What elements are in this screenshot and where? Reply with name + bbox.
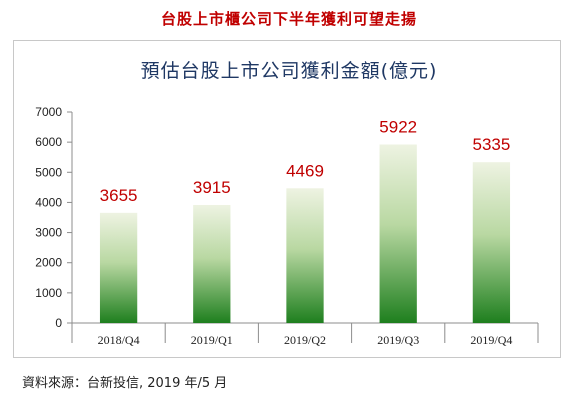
x-tick-label: 2019/Q1 xyxy=(191,333,233,347)
y-axis: 0 1000 2000 3000 4000 5000 6000 7000 xyxy=(35,105,73,330)
bars xyxy=(99,144,511,323)
bar-2019/Q3 xyxy=(379,144,417,323)
x-tick-label: 2019/Q4 xyxy=(470,333,512,347)
value-label: 5922 xyxy=(379,117,417,136)
value-labels: 3655 3915 4469 5922 5335 xyxy=(100,117,511,204)
x-tick-label: 2018/Q4 xyxy=(98,333,140,347)
value-label: 5335 xyxy=(472,135,510,154)
bar-2019/Q4 xyxy=(472,162,511,323)
value-label: 4469 xyxy=(286,161,324,180)
y-tick-label: 0 xyxy=(55,316,62,330)
bar-2018/Q4 xyxy=(99,212,138,323)
headline: 台股上市櫃公司下半年獲利可望走揚 xyxy=(160,10,417,28)
value-label: 3655 xyxy=(100,186,138,205)
y-tick-label: 5000 xyxy=(35,165,62,179)
y-tick-label: 2000 xyxy=(35,256,62,270)
y-tick-label: 1000 xyxy=(35,286,62,300)
y-tick-label: 4000 xyxy=(35,195,62,209)
value-label: 3915 xyxy=(193,178,231,197)
y-tick-label: 3000 xyxy=(35,226,62,240)
y-tick-label: 7000 xyxy=(35,105,62,119)
source-note: 資料來源：台新投信, 2019 年/5 月 xyxy=(22,376,228,391)
x-axis: 2018/Q4 2019/Q1 2019/Q2 2019/Q3 2019/Q4 xyxy=(71,322,539,347)
x-tick-label: 2019/Q3 xyxy=(377,333,419,347)
bar-2019/Q1 xyxy=(193,204,231,323)
y-tick-label: 6000 xyxy=(35,135,62,149)
bar-2019/Q2 xyxy=(286,188,324,323)
chart-title: 預估台股上市公司獲利金額(億元) xyxy=(140,60,438,82)
x-tick-label: 2019/Q2 xyxy=(284,333,326,347)
